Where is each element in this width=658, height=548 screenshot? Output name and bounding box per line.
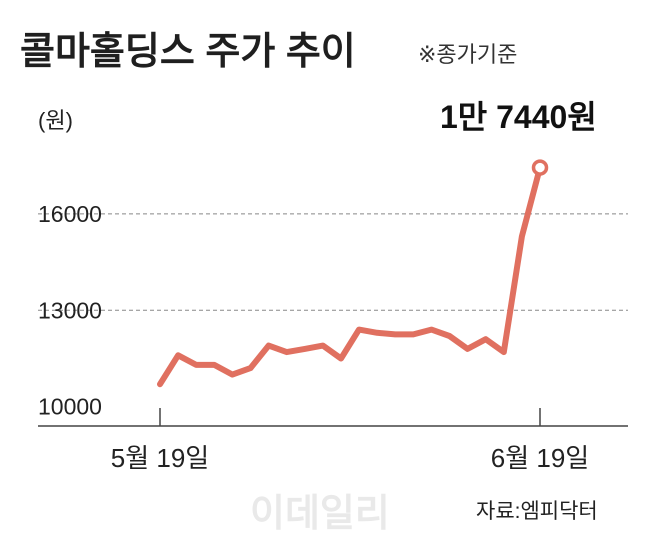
data-point-20 — [519, 233, 525, 239]
data-point-7 — [284, 349, 290, 355]
data-point-13 — [392, 331, 398, 337]
series-line — [157, 164, 543, 388]
x-tick-label-1: 6월 19일 — [491, 443, 589, 473]
data-point-8 — [302, 346, 308, 352]
data-point-15 — [428, 327, 434, 333]
y-tick-label-10000: 10000 — [38, 394, 102, 420]
last-point-marker — [531, 159, 549, 176]
x-tick-label-0: 5월 19일 — [111, 443, 209, 473]
series-group — [157, 159, 549, 388]
last-value-label: 1만 7440원 — [440, 99, 597, 135]
grid-lines — [38, 213, 628, 311]
y-tick-label-13000: 13000 — [38, 297, 102, 323]
data-point-1 — [175, 352, 181, 358]
data-point-12 — [374, 330, 380, 336]
data-point-18 — [483, 336, 489, 342]
data-point-17 — [465, 346, 471, 352]
data-point-5 — [247, 365, 253, 371]
source-label: 자료:엠피닥터 — [476, 500, 598, 523]
chart-title: 콜마홀딩스 주가 추이 — [20, 31, 356, 73]
data-point-2 — [193, 362, 199, 368]
data-point-10 — [338, 356, 344, 362]
data-point-11 — [356, 327, 362, 333]
y-tick-label-16000: 16000 — [38, 201, 102, 227]
data-point-3 — [211, 362, 217, 368]
data-point-0 — [157, 381, 163, 387]
y-unit-label: (원) — [38, 108, 73, 133]
data-point-9 — [320, 343, 326, 349]
data-point-6 — [266, 343, 272, 349]
data-point-4 — [229, 372, 235, 378]
data-point-16 — [447, 333, 453, 339]
y-tick-labels: 10000 13000 16000 — [38, 201, 102, 420]
watermark: 이데일리 — [250, 493, 390, 535]
x-ticks: 5월 19일 6월 19일 — [111, 408, 589, 473]
data-point-19 — [501, 349, 507, 355]
chart-note: ※종가기준 — [418, 42, 517, 67]
data-point-14 — [410, 331, 416, 337]
